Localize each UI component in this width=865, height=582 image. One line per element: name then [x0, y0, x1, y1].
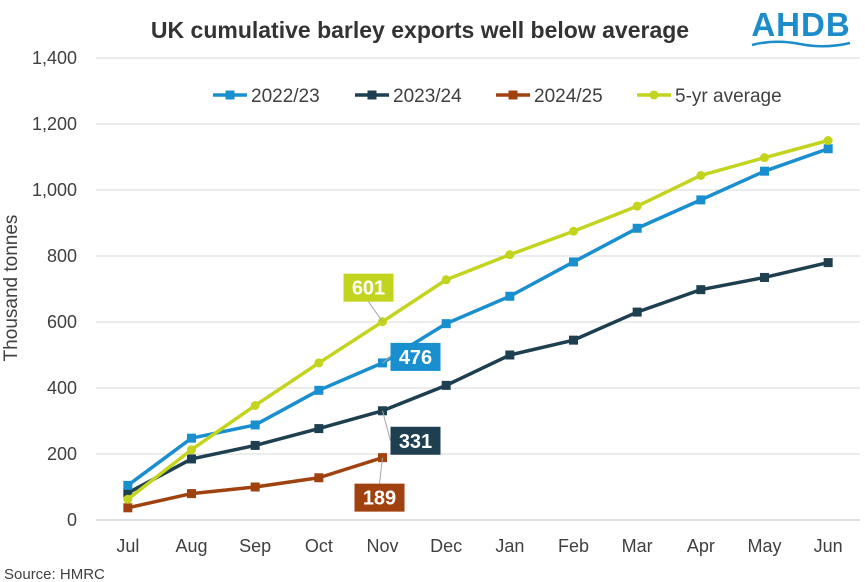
callout-label: 331: [399, 431, 432, 453]
data-point-5-yr-average: [632, 201, 642, 211]
x-axis-ticks: Jul Aug Sep Oct Nov Dec Jan Feb Mar Apr May Jun: [116, 536, 842, 556]
callout-leader: [379, 457, 383, 484]
y-tick-label: 400: [47, 378, 77, 398]
logo-text: AHDB: [751, 6, 850, 43]
callout-leader: [382, 410, 391, 441]
callout-leader: [382, 356, 391, 364]
y-tick-label: 1,400: [32, 48, 77, 68]
legend-label-2022-23: 2022/23: [251, 86, 320, 107]
series-line-2022-23: [126, 147, 829, 487]
x-tick-label: Dec: [430, 536, 462, 556]
data-point-5-yr-average: [187, 445, 196, 455]
data-point-2022-23: [823, 144, 833, 154]
data-point-2022-23: [696, 195, 706, 205]
legend-label-2024-25: 2024/25: [534, 86, 603, 107]
legend: 2022/23 2023/24 2024/25 5-yr average: [213, 86, 782, 107]
data-point-2022-23: [123, 480, 133, 490]
y-axis-ticks: 0 200 400 600 800 1,000 1,200 1,400: [32, 48, 77, 530]
data-point-2023-24: [632, 307, 642, 317]
x-tick-label: Jun: [814, 536, 843, 556]
data-point-2023-24: [314, 424, 324, 434]
chart-title: UK cumulative barley exports well below …: [151, 17, 689, 43]
legend-swatch-marker-2022-23: [225, 90, 235, 100]
data-callouts: 601 476 331 189: [343, 273, 441, 512]
data-point-2023-24: [823, 258, 833, 268]
x-tick-label: Oct: [305, 536, 333, 556]
y-tick-label: 1,000: [32, 180, 77, 200]
y-tick-label: 800: [47, 246, 77, 266]
data-point-2023-24: [250, 440, 260, 450]
legend-swatch-marker-5-yr-average: [649, 90, 659, 100]
x-tick-label: Apr: [687, 536, 715, 556]
data-point-2023-24: [696, 285, 706, 295]
x-tick-label: Jan: [495, 536, 524, 556]
series-lines: [123, 136, 833, 513]
callout-label: 189: [363, 488, 396, 510]
legend-label-5-yr-average: 5-yr average: [675, 86, 782, 107]
source-note: Source: HMRC: [4, 566, 105, 582]
data-point-2022-23: [632, 223, 642, 233]
x-tick-label: Aug: [175, 536, 207, 556]
legend-swatch-marker-2023-24: [367, 90, 377, 100]
data-point-5-yr-average: [569, 226, 578, 236]
data-point-2023-24: [569, 335, 578, 345]
y-tick-label: 1,200: [32, 114, 77, 134]
x-tick-label: Nov: [366, 536, 398, 556]
callout-label: 476: [399, 347, 432, 369]
data-point-2022-23: [314, 385, 324, 395]
data-point-2024-25: [123, 503, 133, 513]
data-point-2022-23: [505, 291, 515, 301]
x-tick-label: May: [747, 536, 781, 556]
x-tick-label: Feb: [558, 536, 589, 556]
data-point-2023-24: [505, 350, 515, 360]
series-line-5-yr-average: [126, 138, 829, 501]
data-point-5-yr-average: [250, 400, 260, 410]
callout-label: 601: [352, 278, 385, 300]
callout-box: [354, 483, 405, 512]
data-point-5-yr-average: [823, 136, 833, 145]
data-point-2022-23: [441, 319, 451, 329]
callout-box: [390, 426, 441, 455]
callout-box: [343, 273, 394, 302]
callout-box: [390, 342, 441, 371]
data-point-5-yr-average: [441, 275, 451, 285]
gridlines: [96, 57, 860, 455]
y-tick-label: 600: [47, 312, 77, 332]
data-point-2022-23: [569, 257, 578, 267]
data-point-5-yr-average: [505, 250, 515, 260]
data-point-2024-25: [314, 473, 324, 483]
data-point-2024-25: [187, 489, 196, 499]
ahdb-logo: AHDB: [751, 6, 851, 48]
y-tick-label: 200: [47, 444, 77, 464]
x-tick-label: Jul: [116, 536, 139, 556]
logo-wave-icon: [751, 40, 851, 48]
data-point-5-yr-average: [123, 494, 133, 504]
data-point-2023-24: [187, 454, 196, 464]
series-line-2023-24: [127, 260, 829, 495]
data-point-2023-24: [441, 380, 451, 390]
data-point-2022-23: [187, 433, 196, 443]
callout-leader: [368, 301, 383, 322]
legend-label-2023-24: 2023/24: [393, 86, 462, 107]
data-point-2022-23: [250, 420, 260, 430]
data-point-2023-24: [123, 488, 133, 498]
y-tick-label: 0: [67, 510, 77, 530]
x-tick-label: Sep: [239, 536, 271, 556]
y-axis-label: Thousand tonnes: [1, 215, 22, 362]
data-point-5-yr-average: [314, 358, 324, 368]
data-point-2023-24: [760, 272, 769, 282]
data-point-2024-25: [250, 482, 260, 492]
data-point-2022-23: [760, 166, 769, 176]
x-tick-label: Mar: [622, 536, 653, 556]
data-point-5-yr-average: [696, 170, 706, 180]
data-point-5-yr-average: [760, 153, 769, 163]
legend-swatch-marker-2024-25: [508, 90, 518, 100]
